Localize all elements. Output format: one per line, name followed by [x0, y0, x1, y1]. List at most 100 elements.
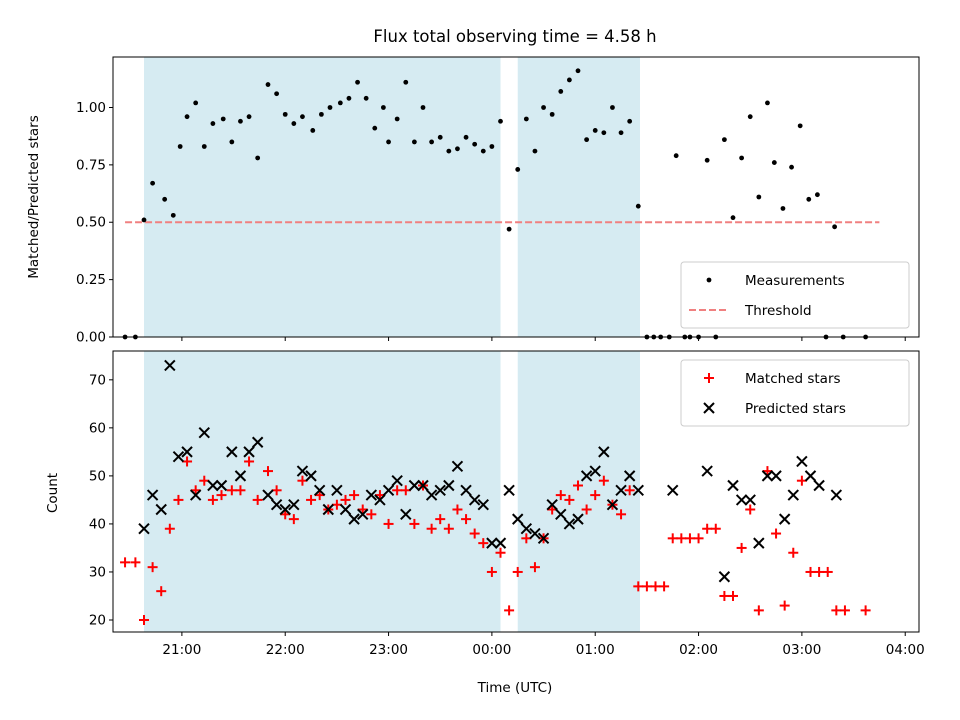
data-point	[659, 581, 670, 592]
data-point	[477, 499, 489, 511]
data-point	[437, 134, 443, 140]
data-point	[243, 446, 255, 458]
data-point	[172, 450, 185, 463]
data-point	[635, 203, 641, 209]
data-point	[155, 503, 167, 516]
data-point	[765, 100, 770, 106]
data-point	[400, 485, 411, 496]
data-point	[601, 130, 607, 136]
data-point	[262, 489, 274, 501]
data-point	[226, 446, 238, 458]
data-point	[778, 513, 791, 525]
data-point	[452, 504, 463, 515]
x-tick-label: 04:00	[886, 642, 925, 658]
shaded-interval	[517, 57, 640, 337]
data-point	[710, 523, 721, 534]
data-point	[386, 139, 391, 145]
data-point	[771, 160, 777, 165]
data-point	[558, 89, 564, 94]
data-point	[573, 480, 583, 491]
data-point	[547, 504, 558, 515]
data-point	[173, 494, 184, 505]
data-point	[164, 523, 175, 534]
data-point	[727, 479, 739, 492]
data-point	[216, 490, 227, 501]
data-point	[400, 508, 412, 521]
data-point	[198, 426, 210, 439]
x-tick-label: 22:00	[266, 642, 305, 658]
data-point	[420, 105, 426, 110]
data-point	[762, 466, 773, 477]
data-point	[463, 134, 469, 140]
data-point	[728, 590, 738, 601]
data-point	[555, 490, 566, 501]
data-point	[721, 137, 727, 143]
data-point	[860, 605, 871, 616]
data-point	[702, 523, 713, 534]
data-point	[263, 466, 273, 477]
data-point	[392, 485, 403, 496]
data-point	[735, 494, 748, 506]
data-point	[403, 79, 409, 85]
data-point	[606, 499, 619, 511]
x-tick-label: 23:00	[369, 642, 408, 658]
data-point	[162, 196, 168, 202]
data-point	[529, 562, 540, 573]
data-point	[348, 513, 360, 525]
top-panel: 0.00 0.25 0.50 0.75 1.00 Measurements Threshol…	[76, 56, 920, 346]
data-point	[409, 518, 420, 529]
data-point	[736, 542, 747, 553]
legend-marker	[704, 373, 714, 383]
top-y-axis-label: Matched/Predicted stars	[26, 115, 42, 278]
data-point	[641, 581, 652, 592]
data-point	[297, 475, 308, 486]
y-tick-label: 0.75	[76, 157, 106, 173]
data-point	[394, 116, 400, 122]
data-point	[455, 146, 460, 152]
data-point	[349, 490, 360, 501]
data-point	[310, 128, 316, 133]
data-point	[789, 164, 794, 170]
data-point	[355, 79, 360, 85]
data-point	[220, 116, 226, 122]
bottom-y-axis-label: Count	[45, 473, 61, 513]
chart-title: Flux total observing time = 4.58 h	[373, 27, 656, 46]
data-point	[251, 436, 264, 448]
data-point	[627, 118, 633, 124]
data-point	[718, 571, 731, 583]
data-point	[584, 137, 590, 143]
data-point	[504, 605, 515, 616]
data-point	[282, 111, 288, 117]
data-point	[425, 489, 438, 501]
data-point	[581, 504, 592, 515]
data-point	[300, 114, 305, 120]
bottom-panel: 20 30 40 50 60 70 21:00 22:00 23:00 00:00 01:00 02:…	[89, 350, 925, 658]
data-point	[572, 513, 584, 525]
data-point	[426, 523, 437, 534]
legend-label: Threshold	[744, 303, 812, 319]
data-point	[339, 503, 352, 516]
data-point	[215, 479, 228, 492]
data-point	[498, 118, 503, 124]
data-point	[753, 537, 765, 549]
data-point	[357, 504, 368, 515]
data-point	[555, 508, 567, 521]
data-point	[305, 470, 317, 482]
data-point	[255, 155, 261, 161]
data-point	[207, 479, 219, 492]
legend-box	[680, 261, 910, 329]
data-point	[274, 91, 280, 97]
data-point	[797, 123, 803, 129]
data-point	[374, 490, 385, 501]
data-point	[739, 155, 745, 161]
data-point	[446, 148, 452, 154]
data-point	[443, 523, 454, 534]
legend-marker	[706, 277, 712, 283]
data-point	[495, 547, 506, 558]
data-point	[756, 194, 762, 200]
data-point	[234, 470, 247, 482]
data-point	[839, 605, 850, 616]
x-tick-label: 02:00	[679, 642, 718, 658]
data-point	[541, 105, 546, 110]
